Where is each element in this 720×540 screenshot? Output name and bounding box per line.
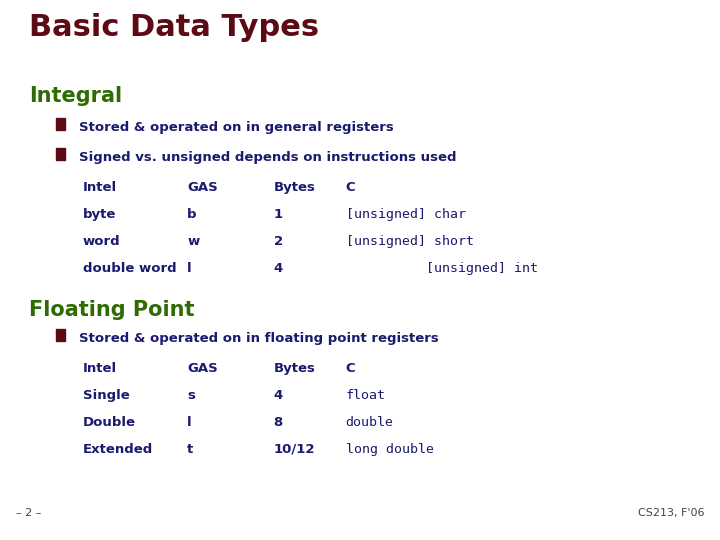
Text: [unsigned] char: [unsigned] char: [346, 208, 466, 221]
Text: word: word: [83, 235, 120, 248]
Text: byte: byte: [83, 208, 116, 221]
Text: GAS: GAS: [187, 362, 218, 375]
Text: Basic Data Types: Basic Data Types: [29, 14, 319, 43]
Text: Stored & operated on in general registers: Stored & operated on in general register…: [79, 122, 394, 134]
Bar: [56, 118, 65, 130]
Text: b: b: [187, 208, 197, 221]
Text: 10/12: 10/12: [274, 443, 315, 456]
Text: 4: 4: [274, 389, 283, 402]
Bar: [56, 148, 65, 160]
Text: Intel: Intel: [83, 362, 117, 375]
Text: – 2 –: – 2 –: [16, 508, 41, 518]
Text: w: w: [187, 235, 199, 248]
Text: Stored & operated on in floating point registers: Stored & operated on in floating point r…: [79, 332, 439, 345]
Text: 2: 2: [274, 235, 283, 248]
Text: Double: Double: [83, 416, 136, 429]
Text: Signed vs. unsigned depends on instructions used: Signed vs. unsigned depends on instructi…: [79, 151, 456, 164]
Text: Bytes: Bytes: [274, 362, 315, 375]
Text: long double: long double: [346, 443, 433, 456]
Text: Integral: Integral: [29, 86, 122, 106]
Text: CS213, F'06: CS213, F'06: [638, 508, 704, 518]
Text: Floating Point: Floating Point: [29, 300, 194, 320]
Text: C: C: [346, 362, 355, 375]
Text: s: s: [187, 389, 195, 402]
Text: float: float: [346, 389, 386, 402]
Text: Intel: Intel: [83, 181, 117, 194]
Text: GAS: GAS: [187, 181, 218, 194]
Text: Single: Single: [83, 389, 130, 402]
Text: 8: 8: [274, 416, 283, 429]
Text: l: l: [187, 416, 192, 429]
Text: Bytes: Bytes: [274, 181, 315, 194]
Bar: [56, 329, 65, 341]
Text: Extended: Extended: [83, 443, 153, 456]
Text: 4: 4: [274, 262, 283, 275]
Text: double: double: [346, 416, 394, 429]
Text: [unsigned] int: [unsigned] int: [346, 262, 538, 275]
Text: C: C: [346, 181, 355, 194]
Text: [unsigned] short: [unsigned] short: [346, 235, 474, 248]
Text: l: l: [187, 262, 192, 275]
Text: t: t: [187, 443, 194, 456]
Text: 1: 1: [274, 208, 283, 221]
Text: double word: double word: [83, 262, 176, 275]
